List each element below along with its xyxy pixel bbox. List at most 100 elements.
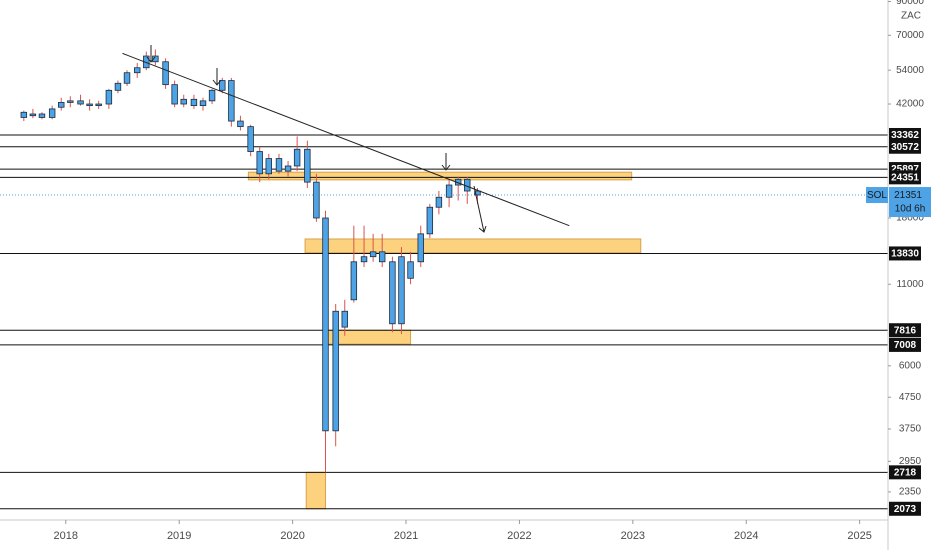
x-tick-label: 2020 — [280, 530, 304, 542]
candle-body — [38, 113, 46, 118]
level-label: 2073 — [894, 504, 917, 515]
x-tick-label: 2019 — [167, 530, 191, 542]
candle-body — [86, 103, 93, 107]
x-tick-label: 2023 — [621, 530, 645, 542]
candle-body — [20, 111, 28, 118]
levels — [0, 134, 888, 510]
level-label: 7816 — [894, 325, 917, 336]
candle-body — [293, 148, 301, 167]
y-tick-label: 42000 — [896, 99, 924, 110]
candle-body — [29, 113, 37, 117]
candle-body — [407, 261, 414, 279]
y-tick-label: 70000 — [896, 30, 924, 41]
trendline — [122, 52, 570, 227]
axes: 2018 2019 2020 2021 2022 2023 2024 2025 90000 700… — [54, 0, 925, 542]
arrows — [146, 45, 487, 233]
last-price-box — [889, 187, 931, 218]
candle-body — [398, 256, 405, 325]
arrow — [441, 153, 451, 171]
candle-body — [332, 310, 339, 432]
last-price-label: 21351 — [894, 190, 922, 201]
level-label-box — [889, 465, 921, 480]
y-tick-label: 6000 — [899, 360, 922, 371]
level-label-box — [889, 139, 921, 154]
candle-body — [105, 89, 113, 105]
arrow — [146, 45, 156, 63]
candle-body — [228, 80, 235, 122]
countdown-label: 10d 6h — [895, 204, 926, 215]
y-tick-label: 11000 — [896, 279, 924, 290]
candle-body — [313, 181, 320, 219]
candle-body — [360, 256, 368, 263]
level-label-box — [889, 170, 921, 185]
candle-body — [474, 190, 481, 196]
candle-body — [284, 165, 292, 172]
candle-body — [58, 102, 65, 108]
candle-body — [304, 148, 311, 183]
x-tick-label: 2021 — [394, 530, 418, 542]
level-label-box — [889, 501, 921, 516]
candle-body — [265, 158, 272, 175]
candle-body — [219, 80, 226, 91]
level-label-box — [889, 246, 921, 261]
candle-body — [369, 251, 377, 258]
level-label: 24351 — [891, 172, 919, 183]
candle-body — [114, 82, 122, 91]
candle-body — [123, 72, 131, 84]
candle-body — [417, 233, 424, 263]
y-tick-label: 2950 — [899, 456, 922, 467]
candle-body — [275, 158, 283, 172]
candle-body — [171, 84, 178, 105]
x-tick-label: 2025 — [847, 530, 871, 542]
y-tick-label: 4750 — [899, 392, 922, 403]
candle-body — [152, 55, 159, 63]
x-tick-label: 2024 — [734, 530, 758, 542]
candle-body — [48, 108, 56, 118]
candle-body — [378, 251, 386, 263]
level-label-box — [889, 323, 921, 338]
arrow — [212, 68, 222, 86]
zone — [305, 471, 326, 510]
candle-body — [389, 261, 396, 325]
exchange-label: ZAC — [901, 11, 921, 22]
candle-body — [190, 98, 198, 107]
candle-body — [426, 206, 434, 235]
arrow — [473, 185, 487, 233]
y-tick-label: 90000 — [896, 0, 924, 7]
level-label: 13830 — [891, 249, 919, 260]
y-tick-label: 2350 — [899, 487, 922, 498]
symbol-box — [866, 187, 888, 204]
candle-body — [237, 120, 244, 128]
level-label: 25897 — [891, 164, 919, 175]
level-label-box — [889, 127, 921, 142]
candle-body — [350, 261, 358, 301]
candle-body — [199, 100, 207, 107]
candle-body — [256, 151, 263, 175]
level-label: 30572 — [891, 142, 919, 153]
candle-body — [208, 89, 216, 102]
drawings — [122, 45, 570, 233]
x-tick-label: 2018 — [54, 530, 78, 542]
y-tick-label: 54000 — [896, 65, 924, 76]
candle-body — [180, 98, 187, 105]
y-tick-label: 18000 — [896, 213, 924, 224]
level-label: 2718 — [894, 467, 917, 478]
x-tick-label: 2022 — [507, 530, 531, 542]
candle-body — [162, 61, 169, 86]
candle-body — [134, 67, 141, 74]
candle-body — [247, 126, 254, 152]
symbol-label: SOL — [867, 190, 887, 201]
level-label: 7008 — [894, 340, 917, 351]
candle-body — [445, 184, 453, 198]
candle-body — [67, 100, 74, 103]
level-label: 33362 — [891, 130, 919, 141]
zone — [304, 238, 642, 254]
candle-body — [435, 196, 443, 208]
candle-body — [341, 310, 348, 328]
candle-body — [77, 100, 84, 105]
level-label-box — [889, 337, 921, 352]
